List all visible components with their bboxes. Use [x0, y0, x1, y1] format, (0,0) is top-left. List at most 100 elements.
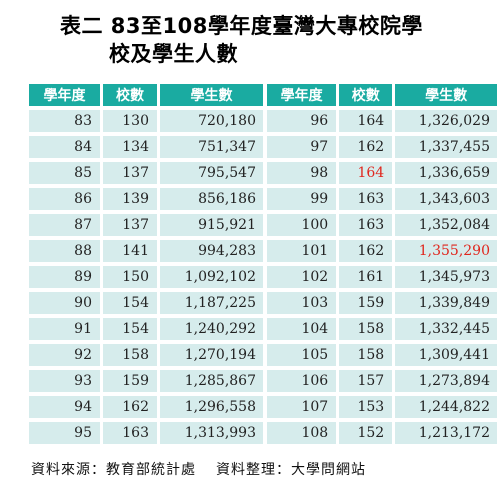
cell-schools: 134 [103, 136, 157, 158]
title-line-2: 校及學生人數 [109, 42, 238, 66]
cell-students: 1,273,894 [395, 370, 497, 392]
table-row: 103 159 1,339,849 [267, 292, 497, 314]
cell-schools: 141 [103, 240, 157, 262]
cell-year: 91 [29, 318, 100, 340]
header-schools: 校數 [339, 84, 393, 106]
cell-year: 90 [29, 292, 100, 314]
table-row: 107 153 1,244,822 [267, 396, 497, 418]
cell-students: 1,337,455 [395, 136, 497, 158]
table-row: 83 130 720,180 [29, 110, 263, 132]
cell-schools: 158 [339, 344, 393, 366]
compiled-note: 資料整理：大學問網站 [216, 462, 366, 478]
cell-students: 795,547 [160, 162, 263, 184]
header-students: 學生數 [160, 84, 263, 106]
cell-schools: 164 [339, 110, 393, 132]
cell-year: 86 [29, 188, 100, 210]
cell-students: 1,244,822 [395, 396, 497, 418]
cell-students: 915,921 [160, 214, 263, 236]
cell-year: 95 [29, 422, 100, 444]
table-row: 89 150 1,092,102 [29, 266, 263, 288]
table-left: 學年度 校數 學生數 83 130 720,180 84 134 751,347 85 137… [26, 80, 266, 448]
cell-year: 92 [29, 344, 100, 366]
cell-schools: 153 [339, 396, 393, 418]
cell-year: 100 [267, 214, 337, 236]
cell-students: 1,355,290 [395, 240, 497, 262]
cell-schools: 137 [103, 214, 157, 236]
header-row: 學年度 校數 學生數 [29, 84, 263, 106]
cell-schools: 139 [103, 188, 157, 210]
table-row: 100 163 1,352,084 [267, 214, 497, 236]
cell-schools: 154 [103, 292, 157, 314]
cell-year: 104 [267, 318, 337, 340]
table-row: 105 158 1,309,441 [267, 344, 497, 366]
cell-students: 1,309,441 [395, 344, 497, 366]
footer: 資料來源：教育部統計處 資料整理：大學問網站 [31, 459, 366, 479]
cell-schools: 162 [103, 396, 157, 418]
cell-students: 1,313,993 [160, 422, 263, 444]
table-row: 94 162 1,296,558 [29, 396, 263, 418]
table-row: 106 157 1,273,894 [267, 370, 497, 392]
cell-students: 1,213,172 [395, 422, 497, 444]
cell-students: 1,352,084 [395, 214, 497, 236]
cell-students: 1,336,659 [395, 162, 497, 184]
cell-students: 1,343,603 [395, 188, 497, 210]
table-title: 表二 83至108學年度臺灣大專校院學 校及學生人數 [60, 12, 480, 68]
cell-year: 107 [267, 396, 337, 418]
cell-students: 994,283 [160, 240, 263, 262]
cell-schools: 162 [339, 136, 393, 158]
cell-year: 102 [267, 266, 337, 288]
table-row: 98 164 1,336,659 [267, 162, 497, 184]
table-left-body: 83 130 720,180 84 134 751,347 85 137 795,547 86 13… [29, 110, 263, 444]
cell-year: 87 [29, 214, 100, 236]
cell-schools: 158 [103, 344, 157, 366]
table-right-body: 96 164 1,326,029 97 162 1,337,455 98 164 1,336,6… [267, 110, 497, 444]
table-row: 88 141 994,283 [29, 240, 263, 262]
table-row: 108 152 1,213,172 [267, 422, 497, 444]
cell-schools: 152 [339, 422, 393, 444]
cell-year: 96 [267, 110, 337, 132]
cell-students: 1,332,445 [395, 318, 497, 340]
header-year: 學年度 [29, 84, 100, 106]
cell-year: 101 [267, 240, 337, 262]
cell-year: 106 [267, 370, 337, 392]
cell-students: 1,326,029 [395, 110, 497, 132]
cell-year: 83 [29, 110, 100, 132]
source-note: 資料來源：教育部統計處 [31, 462, 196, 478]
cell-year: 97 [267, 136, 337, 158]
cell-students: 751,347 [160, 136, 263, 158]
cell-schools: 163 [339, 214, 393, 236]
title-line-1: 表二 83至108學年度臺灣大專校院學 [60, 14, 423, 38]
cell-year: 85 [29, 162, 100, 184]
cell-schools: 130 [103, 110, 157, 132]
header-schools: 校數 [103, 84, 157, 106]
table-row: 96 164 1,326,029 [267, 110, 497, 132]
table-row: 85 137 795,547 [29, 162, 263, 184]
cell-year: 88 [29, 240, 100, 262]
header-year: 學年度 [267, 84, 337, 106]
table-row: 86 139 856,186 [29, 188, 263, 210]
table-row: 93 159 1,285,867 [29, 370, 263, 392]
cell-year: 108 [267, 422, 337, 444]
cell-schools: 162 [339, 240, 393, 262]
cell-year: 84 [29, 136, 100, 158]
table-row: 95 163 1,313,993 [29, 422, 263, 444]
cell-schools: 150 [103, 266, 157, 288]
cell-students: 856,186 [160, 188, 263, 210]
table-row: 92 158 1,270,194 [29, 344, 263, 366]
table-right: 學年度 校數 學生數 96 164 1,326,029 97 162 1,337,455 9… [264, 80, 500, 448]
header-students: 學生數 [395, 84, 497, 106]
table-row: 97 162 1,337,455 [267, 136, 497, 158]
cell-schools: 157 [339, 370, 393, 392]
cell-schools: 163 [339, 188, 393, 210]
table-row: 87 137 915,921 [29, 214, 263, 236]
cell-schools: 137 [103, 162, 157, 184]
cell-year: 105 [267, 344, 337, 366]
table-row: 99 163 1,343,603 [267, 188, 497, 210]
cell-students: 1,296,558 [160, 396, 263, 418]
header-row: 學年度 校數 學生數 [267, 84, 497, 106]
cell-year: 94 [29, 396, 100, 418]
cell-students: 1,345,973 [395, 266, 497, 288]
cell-year: 99 [267, 188, 337, 210]
cell-schools: 158 [339, 318, 393, 340]
cell-students: 1,285,867 [160, 370, 263, 392]
